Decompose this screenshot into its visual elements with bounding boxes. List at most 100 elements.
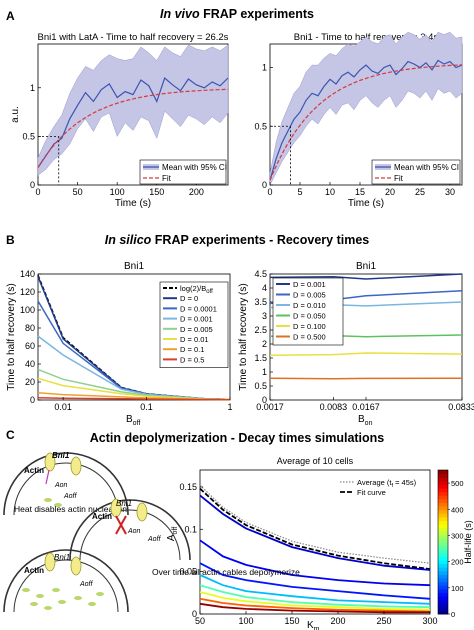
panel-a-title-italic: In vivo [160,7,200,21]
colorbar-segment [438,588,448,593]
chart-a1: Bni1 with LatA - Time to half recovery =… [10,32,229,209]
legend: Mean with 95% CI Fit [139,159,227,185]
series-line [37,397,231,401]
x-tick-label: 0.0083 [320,402,348,412]
colorbar-segment [438,545,448,550]
y-tick-label: 80 [25,323,35,333]
y-tick-label: 1 [262,367,267,377]
y-tick-label: 20 [25,377,35,387]
legend-label: D = 0.100 [293,322,326,331]
legend-label: Fit curve [357,488,386,497]
series-line [199,597,431,613]
legend-label: D = 0.001 [180,315,213,324]
aon-label: Aon [54,482,68,489]
bni1-patch-5 [44,552,56,572]
colorbar-segment [438,473,448,478]
series-line [269,273,463,280]
colorbar-segment [438,516,448,521]
y-tick-label: 0 [262,180,267,190]
panel-a-letter: A [6,9,15,23]
y-tick-label: 1 [30,83,35,93]
chart-a2: Bni1 - Time to half recovery = 3.4s00.51… [254,31,463,209]
legend-label: Fit [394,174,404,183]
legend-label: Fit [162,174,172,183]
x-tick-label: 200 [330,616,345,626]
y-tick-label: 0.5 [254,121,267,131]
colorbar-segment [438,527,448,532]
y-tick-label: 0.15 [179,482,197,492]
colorbar-tick-label: 400 [451,505,464,514]
chart-c1: Average of 10 cells 0 0.05 0.1 0.15 50 100 150 2… [166,456,473,630]
bni1-patch-4 [136,502,148,522]
panel-b-title-rest: FRAP experiments - Recovery times [151,233,369,247]
colorbar-segment [438,606,448,611]
legend: Average (tf = 45s)Fit curve [340,478,417,497]
aoff-label-1: Aoff [63,493,78,500]
chart-title: Bni1 [356,261,376,272]
mean-line [269,59,463,181]
actin-label-2: Actin [92,512,112,521]
chart-title: Bni1 [124,261,144,272]
aoff-label-3: Aoff [79,581,94,588]
colorbar-segment [438,574,448,579]
x-tick-label: 100 [238,616,253,626]
colorbar-segment [438,491,448,496]
ci-band [269,31,463,186]
x-tick-label: 30 [445,187,455,197]
y-tick-label: 2.5 [254,325,267,335]
y-tick-label: 2 [262,339,267,349]
step-1-text: Heat disables actin nucleation [14,504,127,514]
cell-2-outline [69,499,191,561]
x-tick-label: 50 [195,616,205,626]
x-axis-label: Boff [126,414,140,427]
x-tick-label: 200 [189,187,204,197]
x-axis-label: Bon [358,414,373,427]
colorbar-segment [438,477,448,482]
x-tick-label: 20 [385,187,395,197]
series-line [199,487,431,570]
actin-label-1: Actin [24,466,44,475]
legend-label: log(2)/Boff [180,284,213,295]
x-axis-label: Time (s) [115,198,151,209]
series-line [199,574,431,605]
step-2-text: Over time all actin cables depolymerize [152,567,300,577]
legend-label: D = 0.010 [293,301,326,310]
colorbar-segment [438,599,448,604]
bni1-patch-6 [70,556,82,576]
x-tick-label: 300 [422,616,437,626]
y-tick-label: 0.5 [22,131,35,141]
y-tick-label: 0 [30,180,35,190]
colorbar-segment [438,502,448,507]
cell-1-inner [13,462,119,516]
colorbar-segment [438,542,448,547]
x-tick-label: 250 [376,616,391,626]
bni1-label-1: Bni1 [52,451,70,460]
y-tick-label: 0.1 [184,524,197,534]
cell-3-inner [13,559,119,613]
colorbar-segment [438,552,448,557]
y-axis-label: Time to half recovery (s) [238,283,249,390]
colorbar-segment [438,549,448,554]
series-line [199,539,431,587]
chart-title: Bni1 with LatA - Time to half recovery =… [38,32,229,43]
legend-label: D = 0.050 [293,312,326,321]
colorbar-segment [438,524,448,529]
x-tick-label: 150 [284,616,299,626]
legend-label: Mean with 95% CI [162,163,227,172]
legend-label: D = 0.005 [293,291,326,300]
y-tick-label: 0 [262,395,267,405]
blocked-cross-2 [115,515,127,535]
panel-c-title: Actin depolymerization - Decay times sim… [90,431,385,445]
free-actin-monomers [22,588,104,610]
aon-arrow [45,469,50,485]
series-line [199,562,431,600]
colorbar-segment [438,534,448,539]
legend-label: D = 0.5 [180,355,204,364]
cell-3-outline [3,549,129,613]
colorbar-segment [438,556,448,561]
x-tick-label: 50 [73,187,83,197]
y-tick-label: 0 [192,609,197,619]
legend-label: D = 0.005 [180,325,213,334]
colorbar-tick-label: 100 [451,584,464,593]
